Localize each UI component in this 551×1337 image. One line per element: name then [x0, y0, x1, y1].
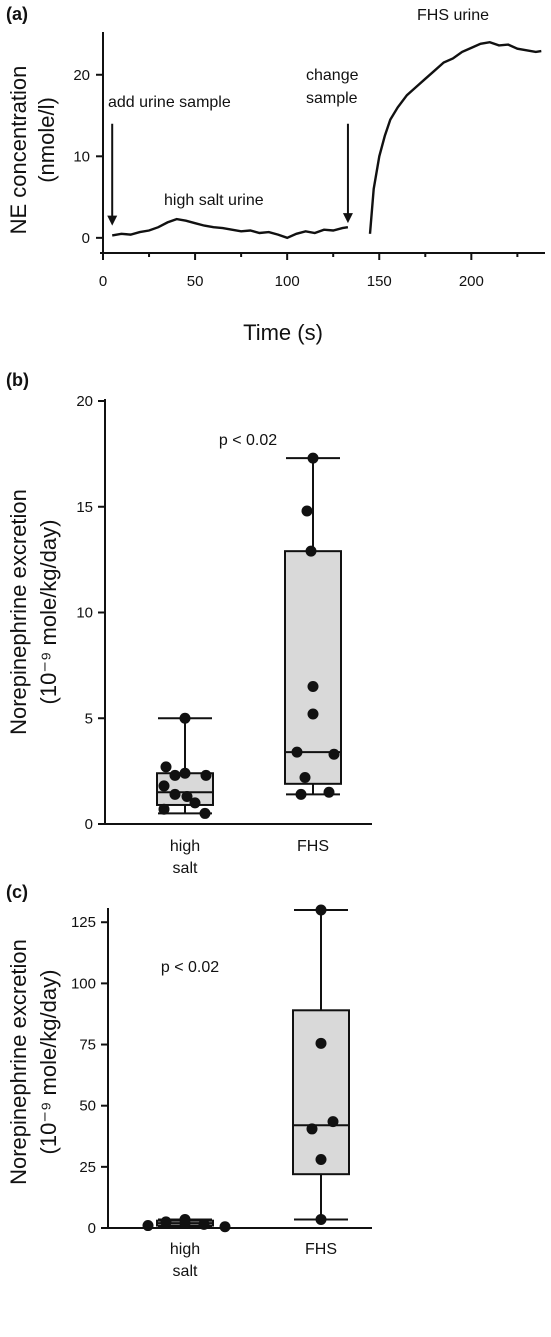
arrow-head-a-2 [342, 213, 353, 224]
y-axis-title-a: NE concentration [6, 66, 31, 235]
y-tick-label-c: 0 [88, 1220, 96, 1237]
y-tick-label-a: 20 [73, 67, 90, 84]
category-label-b-0: salt [173, 860, 198, 877]
data-point-b-0 [189, 797, 201, 809]
category-label-b-1: FHS [297, 838, 329, 855]
x-tick-label-a: 200 [459, 273, 484, 290]
panel-label-c: (c) [6, 882, 28, 902]
y-axis-title-c: Norepinephrine excretion [6, 939, 31, 1185]
panel-label-a: (a) [6, 4, 28, 24]
y-tick-label-a: 10 [73, 148, 90, 165]
data-point-b-0 [169, 769, 181, 781]
category-label-b-0: high [170, 838, 200, 855]
x-tick-label-a: 50 [187, 273, 204, 290]
annotation-change: change [306, 67, 359, 84]
series-line-a-1 [111, 217, 349, 240]
arrow-head-a-1 [107, 215, 118, 226]
data-point-b-0 [179, 712, 191, 724]
y-axis-title-b: Norepinephrine excretion [6, 489, 31, 735]
data-point-c-1 [315, 904, 327, 916]
annotation-add-sample: add urine sample [108, 94, 231, 111]
x-tick-label-a: 150 [367, 273, 392, 290]
y-tick-label-c: 75 [79, 1037, 96, 1054]
data-point-b-1 [299, 771, 311, 783]
y-tick-label-c: 100 [71, 975, 96, 992]
p-value-c: p < 0.02 [161, 959, 219, 976]
data-point-b-1 [307, 708, 319, 720]
panel-c-chart: (c) 0 25 50 75 100 125 Norepinephrine excretion… [6, 882, 372, 1280]
y-axis-unit-b: (10⁻⁹ mole/kg/day) [36, 520, 61, 705]
data-point-c-0 [160, 1216, 172, 1228]
x-tick-label-a: 0 [99, 273, 107, 290]
x-axis-title-a: Time (s) [243, 320, 323, 345]
y-tick-label-b: 10 [76, 605, 93, 622]
y-tick-label-b: 15 [76, 499, 93, 516]
annotation-fhs-urine: FHS urine [417, 7, 489, 24]
category-label-c-0: salt [173, 1263, 198, 1280]
y-tick-label-c: 125 [71, 914, 96, 931]
annotation-high-salt: high salt urine [164, 192, 264, 209]
data-point-b-0 [199, 807, 211, 819]
data-point-b-1 [295, 788, 307, 800]
data-point-b-1 [305, 545, 317, 557]
data-point-c-0 [179, 1217, 191, 1229]
p-value-b: p < 0.02 [219, 432, 277, 449]
data-point-b-0 [179, 767, 191, 779]
data-point-c-1 [306, 1123, 318, 1135]
box-c-1 [292, 1009, 350, 1176]
y-axis-unit-a: (nmole/l) [34, 97, 59, 183]
data-point-b-1 [323, 786, 335, 798]
data-point-c-0 [142, 1220, 154, 1232]
data-point-c-0 [219, 1221, 231, 1233]
data-point-b-1 [307, 452, 319, 464]
y-tick-label-b: 0 [85, 816, 93, 833]
y-tick-label-c: 25 [79, 1159, 96, 1176]
y-tick-label-b: 5 [85, 710, 93, 727]
y-axis-unit-c: (10⁻⁹ mole/kg/day) [36, 970, 61, 1155]
y-tick-label-a: 0 [82, 230, 90, 247]
data-point-c-1 [315, 1213, 327, 1225]
data-point-b-0 [158, 803, 170, 815]
y-tick-label-b: 20 [76, 393, 93, 410]
data-point-b-0 [158, 780, 170, 792]
panel-b-chart: (b) 0 5 10 15 20 Norepinephrine excretion (10⁻⁹… [6, 370, 372, 877]
data-point-b-1 [328, 748, 340, 760]
series-line-a-2 [368, 40, 542, 234]
data-point-b-1 [291, 746, 303, 758]
data-point-b-0 [200, 769, 212, 781]
annotation-sample: sample [306, 90, 358, 107]
x-tick-label-a: 100 [275, 273, 300, 290]
data-point-c-0 [198, 1218, 210, 1230]
data-point-c-1 [315, 1154, 327, 1166]
data-point-c-1 [315, 1037, 327, 1049]
y-tick-label-c: 50 [79, 1098, 96, 1115]
data-point-b-1 [301, 505, 313, 517]
data-point-b-0 [169, 788, 181, 800]
category-label-c-0: high [170, 1241, 200, 1258]
box-b-1 [284, 550, 342, 785]
category-label-c-1: FHS [305, 1241, 337, 1258]
panel-label-b: (b) [6, 370, 29, 390]
data-point-b-0 [181, 791, 193, 803]
data-point-c-1 [327, 1116, 339, 1128]
panel-a-chart: (a) 0 50 100 150 200 0 10 20 Time (s) NE concentra… [6, 4, 545, 345]
data-point-b-0 [160, 761, 172, 773]
data-point-b-1 [307, 681, 319, 693]
